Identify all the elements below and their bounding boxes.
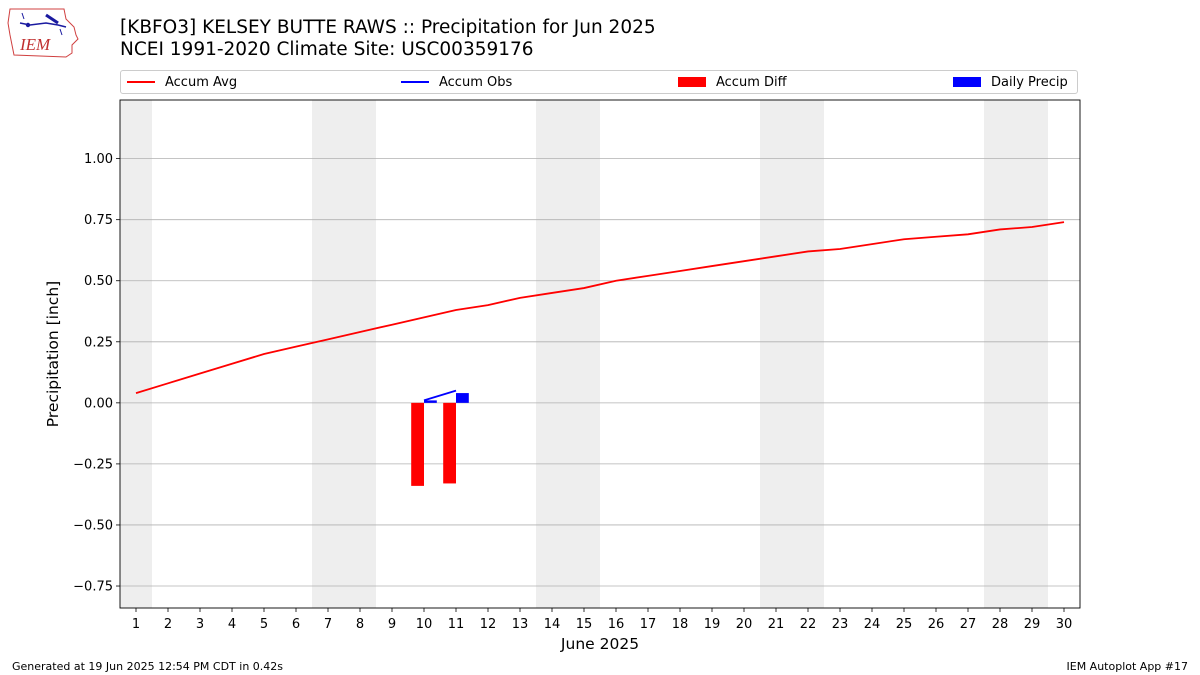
legend-label: Accum Obs (439, 74, 513, 90)
weekend-band (312, 100, 376, 608)
y-tick-label: −0.25 (73, 457, 113, 472)
legend-item-accum-obs: Accum Obs (401, 71, 512, 93)
iem-logo: IEM (7, 8, 79, 58)
app-id: IEM Autoplot App #17 (1066, 660, 1189, 673)
y-tick-label: −0.75 (73, 580, 113, 595)
x-tick-label: 21 (768, 617, 785, 632)
generated-timestamp: Generated at 19 Jun 2025 12:54 PM CDT in… (12, 660, 284, 673)
x-tick-label: 28 (992, 617, 1009, 632)
x-axis-label: June 2025 (560, 635, 639, 653)
x-tick-label: 26 (928, 617, 945, 632)
x-tick-label: 23 (832, 617, 849, 632)
x-tick-label: 13 (512, 617, 529, 632)
logo-text: IEM (19, 35, 51, 54)
legend-swatch (401, 81, 429, 83)
x-tick-label: 12 (480, 617, 497, 632)
weekend-band (536, 100, 600, 608)
weekend-band (120, 100, 152, 608)
x-tick-label: 29 (1024, 617, 1041, 632)
y-tick-label: 0.75 (84, 213, 113, 228)
legend-swatch (953, 77, 981, 87)
legend: Accum Avg Accum Obs Accum Diff Daily Pre… (120, 70, 1078, 94)
plot-frame (119, 99, 1081, 609)
legend-swatch (678, 77, 706, 87)
x-tick-label: 30 (1056, 617, 1073, 632)
x-tick-label: 18 (672, 617, 689, 632)
x-tick-label: 6 (292, 617, 300, 632)
legend-item-daily-precip: Daily Precip (953, 71, 1068, 93)
x-tick-label: 5 (260, 617, 268, 632)
y-tick-label: 1.00 (84, 152, 113, 167)
x-tick-label: 17 (640, 617, 657, 632)
y-tick-label: 0.00 (84, 396, 113, 411)
x-tick-label: 4 (228, 617, 236, 632)
x-tick-label: 8 (356, 617, 364, 632)
y-tick-label: 0.50 (84, 274, 113, 289)
legend-swatch (127, 81, 155, 83)
y-tick-label: 0.25 (84, 335, 113, 350)
weekend-band (984, 100, 1048, 608)
x-tick-label: 27 (960, 617, 977, 632)
x-tick-label: 1 (132, 617, 140, 632)
x-tick-label: 22 (800, 617, 817, 632)
chart-title: [KBFO3] KELSEY BUTTE RAWS :: Precipitati… (120, 17, 656, 38)
y-tick-label: −0.50 (73, 518, 113, 533)
x-tick-label: 11 (448, 617, 465, 632)
chart-subtitle: NCEI 1991-2020 Climate Site: USC00359176 (120, 39, 534, 60)
x-tick-label: 10 (416, 617, 433, 632)
accum-obs-line (423, 389, 457, 402)
accum-diff-bar (411, 402, 424, 486)
legend-label: Accum Avg (165, 74, 238, 90)
x-tick-label: 16 (608, 617, 625, 632)
x-tick-label: 15 (576, 617, 593, 632)
x-tick-label: 20 (736, 617, 753, 632)
legend-label: Accum Diff (716, 74, 787, 90)
x-tick-label: 25 (896, 617, 913, 632)
legend-item-accum-diff: Accum Diff (678, 71, 787, 93)
x-tick-label: 14 (544, 617, 561, 632)
x-tick-label: 19 (704, 617, 721, 632)
legend-item-accum-avg: Accum Avg (127, 71, 237, 93)
accum-diff-bar (443, 402, 456, 484)
weekend-band (760, 100, 824, 608)
daily-precip-bar (456, 393, 469, 403)
y-axis-label: Precipitation [inch] (44, 281, 62, 427)
daily-precip-bar (424, 400, 437, 403)
x-tick-label: 9 (388, 617, 396, 632)
legend-label: Daily Precip (991, 74, 1068, 90)
x-tick-label: 7 (324, 617, 332, 632)
accum-avg-line (135, 221, 1065, 394)
x-tick-label: 3 (196, 617, 204, 632)
x-tick-label: 24 (864, 617, 881, 632)
x-tick-label: 2 (164, 617, 172, 632)
